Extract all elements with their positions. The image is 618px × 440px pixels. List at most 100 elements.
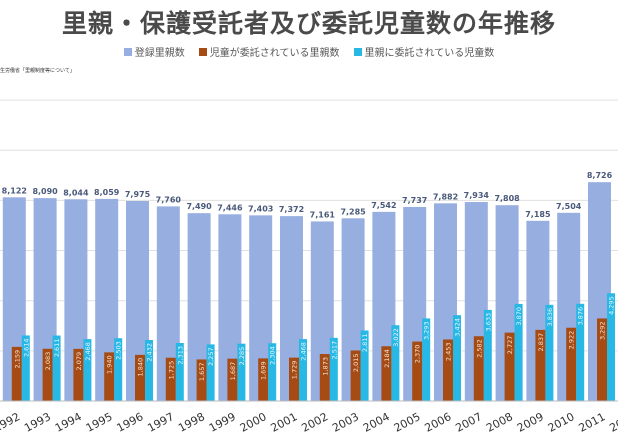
value-label-series3-1994: 2,468 (84, 342, 92, 361)
bar-series2-2000 (258, 358, 269, 401)
legend-label-foster-parents: 児童が委託されている里親数 (209, 48, 340, 59)
x-tick-label: 2010 (546, 410, 577, 435)
bar-series3-2009 (545, 304, 554, 401)
bar-series2-2009 (535, 329, 546, 401)
value-label-series1-1997: 7,760 (156, 195, 182, 204)
value-label-series1-1994: 8,044 (63, 188, 89, 197)
value-label-series2-2008: 2,727 (506, 336, 514, 355)
bar-series2-1992 (11, 346, 22, 401)
x-tick-label: 2004 (361, 410, 392, 435)
value-label-series1-1992: 8,122 (2, 186, 27, 195)
legend-swatch-children (353, 47, 362, 56)
value-label-series1-2003: 7,285 (340, 207, 366, 216)
legend-swatch-foster-parents (198, 47, 207, 56)
legend-item-registered: 登録里親数 (123, 44, 185, 59)
legend-item-children: 里親に委託されている児童数 (353, 44, 495, 59)
bar-series3-2006 (453, 315, 461, 401)
bar-series2-2006 (443, 339, 453, 401)
value-label-series2-1996: 1,840 (137, 358, 145, 377)
value-label-series2-2005: 2,370 (414, 345, 422, 364)
bar-series2-1999 (227, 358, 238, 401)
value-label-series3-2004: 3,022 (392, 328, 400, 347)
bar-series2-2001 (289, 357, 299, 401)
legend-item-foster-parents: 児童が委託されている里親数 (198, 44, 340, 59)
bar-series3-1995 (114, 338, 123, 401)
value-label-series2-1994: 2,079 (75, 352, 83, 371)
value-label-series2-2003: 2,015 (352, 353, 360, 372)
bar-series2-1993 (42, 348, 53, 401)
bar-series3-1999 (237, 343, 246, 401)
bar-series3-2004 (391, 325, 400, 401)
value-label-series3-2006: 3,424 (454, 318, 462, 337)
value-label-series1-1999: 7,446 (217, 203, 243, 212)
bar-series2-2004 (381, 346, 392, 401)
bar-series2-1998 (196, 359, 207, 401)
bar-series3-2011 (607, 293, 615, 401)
value-label-series1-1993: 8,090 (32, 187, 58, 196)
grid-lines (0, 99, 618, 402)
x-tick-label: 1998 (176, 410, 207, 435)
x-tick-label: 1993 (22, 410, 53, 435)
bar-series2-1997 (165, 357, 176, 401)
x-tick-label: 2011 (577, 410, 608, 435)
value-label-series3-1996: 2,432 (146, 343, 154, 362)
value-label-series3-1992: 2,614 (22, 338, 30, 357)
legend-label-registered: 登録里親数 (134, 48, 185, 59)
value-label-series1-2010: 7,504 (556, 202, 582, 211)
bar-series2-1995 (104, 352, 115, 401)
value-label-series1-2006: 7,882 (433, 192, 458, 201)
value-label-series3-2010: 3,876 (577, 307, 585, 326)
value-label-series3-2005: 3,293 (423, 321, 431, 340)
x-tick-label: 2003 (330, 410, 361, 435)
bar-series3-2000 (268, 343, 277, 401)
source-note: 生労働省「里親制度等について」 (0, 68, 75, 74)
x-tick-label: 2001 (269, 410, 300, 435)
value-label-series1-2009: 7,185 (525, 210, 551, 219)
bar-series3-2001 (299, 339, 307, 401)
value-label-series1-2011: 8,726 (587, 171, 613, 180)
value-label-series3-1993: 2,611 (53, 339, 61, 358)
bar-series2-2011 (597, 318, 607, 401)
value-label-series3-2009: 3,836 (546, 308, 554, 327)
x-tick-label: 1992 (0, 410, 22, 435)
value-label-series2-2004: 2,184 (383, 349, 391, 368)
legend: 登録里親数 児童が委託されている里親数 里親に委託されている児童数 (0, 44, 618, 59)
bar-series2-2002 (319, 354, 330, 401)
value-label-series1-1995: 8,059 (94, 188, 120, 197)
value-label-series2-1992: 2,159 (13, 350, 21, 369)
bar-series1-2000 (249, 215, 273, 401)
x-tick-label: 1996 (115, 410, 146, 435)
legend-swatch-registered (123, 47, 132, 56)
value-label-series3-2002: 2,517 (330, 341, 338, 360)
bar-series1-1996 (126, 201, 149, 401)
value-label-series1-2007: 7,934 (464, 191, 490, 200)
bars (2, 182, 615, 401)
bar-series3-1992 (21, 335, 30, 401)
x-tick-label: 1994 (53, 410, 84, 435)
value-label-series3-1998: 2,257 (207, 347, 215, 366)
value-label-series3-2008: 3,870 (515, 307, 523, 326)
bar-series3-2002 (329, 337, 338, 401)
value-label-series3-1999: 2,285 (238, 347, 246, 366)
bar-series3-1997 (175, 342, 184, 401)
value-label-series1-1996: 7,975 (125, 190, 151, 199)
bar-series2-2005 (412, 341, 423, 401)
x-tick-label: 2007 (453, 410, 484, 435)
x-tick-label: 1995 (84, 410, 115, 435)
bar-series2-2003 (350, 350, 361, 401)
value-label-series2-2011: 3,292 (599, 321, 607, 340)
bar-series2-2008 (504, 332, 515, 401)
bar-series1-1999 (218, 214, 242, 401)
bar-series1-1995 (95, 198, 119, 401)
value-label-series1-1998: 7,490 (186, 202, 212, 211)
bar-series1-1998 (187, 213, 211, 401)
x-tick-label: 2005 (392, 410, 423, 435)
x-tick-label: 1997 (145, 410, 176, 435)
bar-series1-2001 (280, 216, 303, 401)
value-label-series3-2003: 2,811 (361, 334, 369, 353)
legend-label-children: 里親に委託されている児童数 (364, 48, 495, 59)
value-label-series2-1993: 2,083 (44, 352, 52, 371)
x-tick-label: 2002 (299, 410, 330, 435)
x-tick-label: 2006 (423, 410, 454, 435)
